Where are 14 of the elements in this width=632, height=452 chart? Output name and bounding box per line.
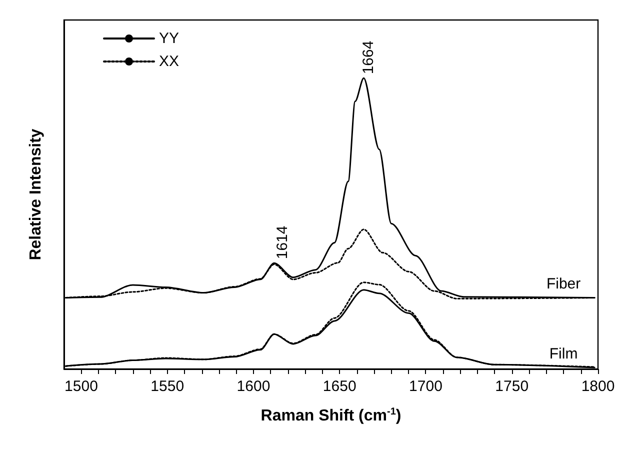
x-tick-label: 1500 bbox=[64, 378, 98, 395]
x-tick-label: 1600 bbox=[236, 378, 270, 395]
x-tick-label: 1800 bbox=[581, 378, 615, 395]
annotation: 1664 bbox=[360, 40, 378, 74]
legend-label: YY bbox=[159, 30, 180, 47]
y-axis-title: Relative Intensity bbox=[28, 128, 44, 260]
x-tick-label: 1750 bbox=[495, 378, 529, 395]
annotation: Film bbox=[549, 346, 578, 363]
annotation: Fiber bbox=[546, 276, 581, 293]
x-tick-label: 1550 bbox=[150, 378, 184, 395]
annotation: 1614 bbox=[274, 226, 292, 260]
x-tick-label: 1650 bbox=[322, 378, 356, 395]
legend-label: XX bbox=[159, 53, 180, 70]
x-tick-label: 1700 bbox=[409, 378, 442, 395]
